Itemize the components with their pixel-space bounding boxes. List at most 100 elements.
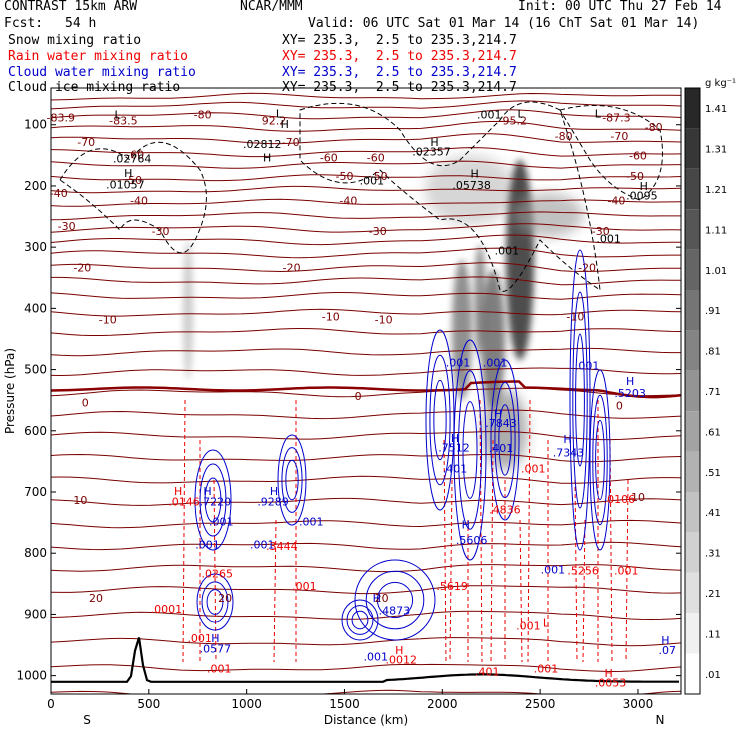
contour-annotation: .7512 [438, 442, 470, 455]
isotherm-line [51, 247, 681, 259]
isotherm-line [51, 234, 681, 246]
isotherm-line [51, 133, 681, 145]
cloud-water-contour [572, 291, 588, 509]
contour-annotation: H [395, 644, 403, 657]
field-label-cloud-water: Cloud water mixing ratio [8, 65, 196, 80]
isotherm-label: -70 [610, 130, 628, 143]
isotherm-line [51, 160, 681, 169]
isotherm-line [51, 100, 681, 110]
isotherm-line [51, 497, 681, 506]
isotherm-line [51, 174, 681, 182]
isotherm-line [51, 637, 681, 647]
colorbar-tick-label: 1.31 [705, 145, 727, 156]
colorbar-tick-label: 1.01 [705, 266, 727, 277]
y-tick-label: 400 [24, 301, 47, 315]
isotherm-label: -40 [607, 194, 625, 207]
isotherm-label: -60 [126, 148, 144, 161]
contour-annotation: .001 [495, 244, 520, 257]
isotherm-label: -40 [50, 187, 68, 200]
isotherm-line [51, 211, 681, 221]
isotherm-line [51, 347, 681, 357]
contour-annotation: .401 [489, 442, 514, 455]
isotherm-label: 0 [616, 399, 623, 412]
snow-plume [452, 260, 472, 400]
contour-annotation: .0577 [200, 642, 232, 655]
y-tick-label: 600 [24, 424, 47, 438]
colorbar-tick-label: .91 [705, 306, 721, 317]
x-tick-label: 0 [47, 697, 55, 711]
colorbar-cell [685, 330, 700, 371]
isotherm-label: -20 [73, 262, 91, 275]
contour-annotation: .001 [575, 360, 600, 373]
colorbar-cell [685, 411, 700, 452]
isotherm-line [51, 147, 681, 158]
cloud-water-contour [206, 589, 224, 615]
isotherm-label: -30 [592, 225, 610, 238]
cloud-water-contour [595, 419, 605, 501]
isotherm-label: -40 [130, 194, 148, 207]
cloud-water-contour [429, 354, 451, 486]
contour-annotation: H [494, 407, 502, 420]
isotherm-label: -10 [375, 314, 393, 327]
cloud-water-contour [346, 605, 374, 635]
model-title: CONTRAST 15km ARW [4, 0, 138, 14]
isotherm-line [51, 109, 681, 120]
contour-annotation: .001 [207, 663, 232, 676]
contour-annotation: .001 [541, 563, 566, 576]
contour-annotation: .3444 [266, 540, 298, 553]
contour-annotation: .0053 [595, 677, 627, 690]
colorbar-tick-label: .31 [705, 549, 721, 560]
contour-annotation: .7220 [200, 495, 232, 508]
y-tick-label: 100 [24, 118, 47, 132]
cloud-water-contour [490, 359, 520, 521]
isotherm-line [51, 610, 681, 621]
isotherm-label: 92.2 [262, 115, 287, 128]
isotherm-label: -50 [335, 170, 353, 183]
cloud-water-contour [457, 370, 483, 530]
cloud-water-contour [204, 477, 222, 523]
y-tick-label: 700 [24, 485, 47, 499]
isotherm-label: -10 [322, 311, 340, 324]
isotherm-label: -20 [578, 262, 596, 275]
north-label: N [656, 713, 665, 727]
isotherm-label: -80 [194, 109, 212, 122]
contour-annotation: H [470, 167, 478, 180]
y-tick-label: 900 [24, 607, 47, 621]
organization: NCAR/MMM [240, 0, 303, 14]
cloud-water-contour [201, 581, 229, 623]
isotherm-line [51, 223, 681, 233]
contour-annotation: H [604, 667, 612, 680]
isotherm-label: -83.9 [47, 112, 75, 125]
contour-annotation: .001 [250, 538, 275, 551]
colorbar-cell [685, 168, 700, 210]
y-tick-label: 500 [24, 363, 47, 377]
contour-annotation: H [451, 432, 459, 445]
isotherm-label: -50 [626, 170, 644, 183]
cloud-water-contour [453, 339, 487, 561]
cloud-water-contour [575, 333, 585, 467]
colorbar-cell [685, 88, 700, 129]
colorbar-cell [685, 492, 700, 533]
contour-annotation: .0012 [385, 653, 417, 666]
contour-annotation: .001 [614, 565, 639, 578]
colorbar-tick-label: .11 [705, 629, 721, 640]
contour-annotation: .001 [364, 650, 389, 663]
isotherm-line [51, 453, 681, 463]
colorbar-cell [685, 613, 700, 654]
contour-annotation: H [263, 151, 271, 164]
contour-annotation: .01057 [106, 178, 145, 191]
contour-annotation: .001 [516, 620, 541, 633]
cloud-water-contour [425, 329, 455, 511]
cloud-water-contour [462, 401, 478, 499]
field-xy-rain: XY= 235.3, 2.5 to 235.3,214.7 [282, 49, 517, 64]
init-time: Init: 00 UTC Thu 27 Feb 14 [518, 0, 722, 14]
isotherm-label: -60 [629, 150, 647, 163]
contour-annotation: H [281, 118, 289, 131]
y-tick-label: 200 [24, 179, 47, 193]
contour-annotation: .9289 [257, 495, 289, 508]
field-label-rain: Rain water mixing ratio [8, 49, 189, 64]
isotherm-label: -95.2 [499, 115, 527, 128]
colorbar-tick-label: .81 [705, 347, 721, 358]
colorbar-cell [685, 290, 700, 331]
